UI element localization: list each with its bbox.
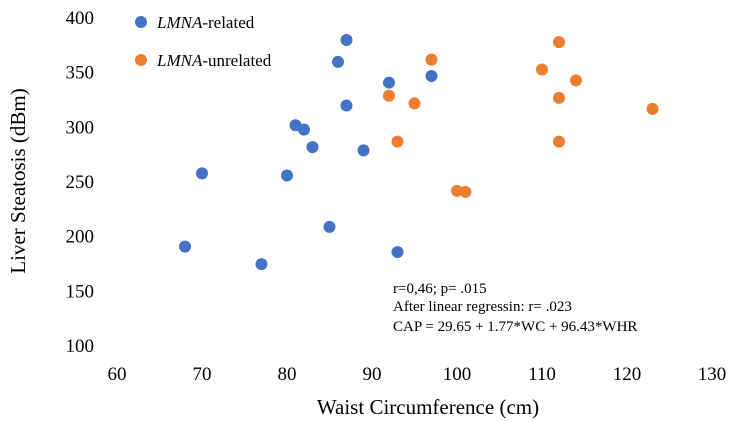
data-point-lmna-unrelated bbox=[391, 135, 404, 148]
annotation-block: r=0,46; p= .015 After linear regressin: … bbox=[393, 281, 637, 335]
y-tick-label: 300 bbox=[66, 117, 95, 138]
legend-marker-lmna-unrelated bbox=[135, 54, 147, 66]
data-point-lmna-unrelated bbox=[553, 36, 565, 49]
x-axis-ticks: 60 70 80 90 100 110 120 130 bbox=[108, 364, 727, 385]
y-axis-ticks: 100 150 200 250 300 350 400 bbox=[66, 8, 95, 357]
y-tick-label: 100 bbox=[66, 336, 95, 357]
y-tick-label: 150 bbox=[66, 281, 95, 302]
data-point-lmna-related bbox=[196, 167, 208, 180]
data-point-lmna-related bbox=[255, 258, 268, 271]
annotation-correlation: r=0,46; p= .015 bbox=[393, 281, 487, 297]
x-tick-label: 100 bbox=[443, 364, 472, 385]
y-tick-label: 200 bbox=[66, 227, 95, 248]
data-point-lmna-related bbox=[306, 141, 319, 154]
data-point-lmna-unrelated bbox=[459, 185, 472, 198]
data-point-lmna-related bbox=[281, 169, 293, 182]
data-point-lmna-unrelated bbox=[646, 102, 659, 115]
data-point-lmna-related bbox=[298, 123, 310, 136]
data-point-lmna-unrelated bbox=[383, 89, 395, 102]
legend-label-lmna-related: LMNA-related bbox=[156, 13, 255, 32]
data-point-lmna-related bbox=[340, 33, 353, 46]
x-tick-label: 120 bbox=[613, 364, 642, 385]
data-point-lmna-related bbox=[425, 70, 438, 83]
data-point-lmna-unrelated bbox=[553, 91, 565, 104]
y-tick-label: 400 bbox=[66, 8, 95, 29]
y-axis-title: Liver Steatosis (dBm) bbox=[6, 88, 30, 273]
data-point-lmna-unrelated bbox=[536, 63, 548, 76]
legend-item-lmna-related: LMNA-related bbox=[135, 13, 255, 32]
data-point-lmna-related bbox=[332, 55, 344, 68]
x-tick-label: 80 bbox=[278, 364, 297, 385]
x-axis-title: Waist Circumference (cm) bbox=[317, 395, 539, 419]
data-point-lmna-unrelated bbox=[425, 53, 438, 66]
data-point-lmna-related bbox=[383, 76, 395, 89]
data-point-lmna-related bbox=[179, 240, 191, 253]
y-tick-label: 250 bbox=[66, 172, 95, 193]
data-point-lmna-unrelated bbox=[553, 135, 565, 148]
legend-label-lmna-unrelated: LMNA-unrelated bbox=[156, 51, 272, 70]
legend: LMNA-related LMNA-unrelated bbox=[135, 13, 272, 70]
x-tick-label: 130 bbox=[698, 364, 727, 385]
data-points bbox=[179, 33, 659, 271]
legend-item-lmna-unrelated: LMNA-unrelated bbox=[135, 51, 272, 70]
x-tick-label: 60 bbox=[108, 364, 127, 385]
x-tick-label: 110 bbox=[528, 364, 556, 385]
data-point-lmna-unrelated bbox=[408, 97, 421, 110]
annotation-equation: CAP = 29.65 + 1.77*WC + 96.43*WHR bbox=[393, 319, 637, 335]
data-point-lmna-related bbox=[357, 144, 370, 157]
data-point-lmna-related bbox=[323, 220, 336, 233]
annotation-regression: After linear regressin: r= .023 bbox=[393, 299, 572, 315]
x-tick-label: 90 bbox=[363, 364, 382, 385]
y-tick-label: 350 bbox=[66, 63, 95, 84]
legend-marker-lmna-related bbox=[135, 16, 147, 28]
x-tick-label: 70 bbox=[193, 364, 212, 385]
data-point-lmna-related bbox=[391, 246, 404, 259]
data-point-lmna-related bbox=[340, 99, 353, 112]
data-point-lmna-unrelated bbox=[570, 74, 582, 87]
